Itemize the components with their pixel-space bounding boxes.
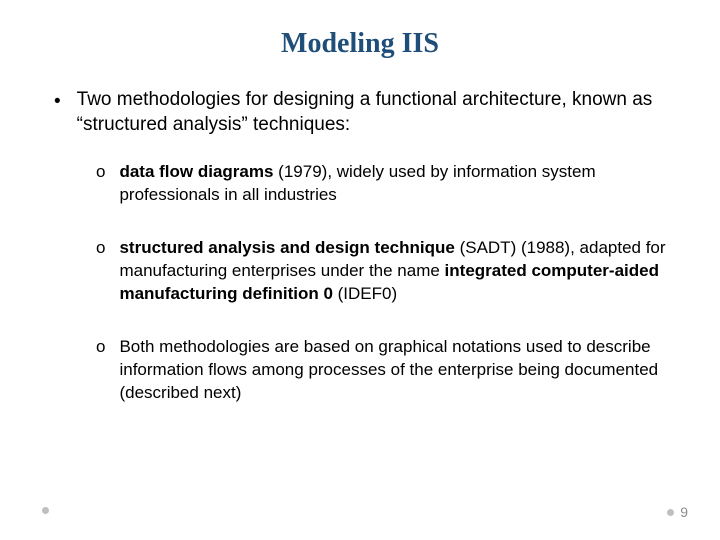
slide: Modeling IIS • Two methodologies for des… <box>0 0 720 540</box>
slide-title: Modeling IIS <box>40 28 680 60</box>
footer-dot-icon <box>42 507 49 514</box>
sub-bullet-list: o data flow diagrams (1979), widely used… <box>96 161 680 405</box>
sub-bullet-text: Both methodologies are based on graphica… <box>119 336 680 405</box>
page-number-area: 9 <box>667 504 688 520</box>
sub-bullet-text: structured analysis and design technique… <box>119 237 680 306</box>
main-bullet-text: Two methodologies for designing a functi… <box>77 88 680 137</box>
bold-term: data flow diagrams <box>119 162 273 181</box>
sub-bullet-text: data flow diagrams (1979), widely used b… <box>119 161 680 207</box>
bold-term: structured analysis and design technique <box>119 238 454 257</box>
sub-bullet-item: o structured analysis and design techniq… <box>96 237 680 306</box>
sub-bullet-item: o Both methodologies are based on graphi… <box>96 336 680 405</box>
circle-marker-icon: o <box>96 161 105 184</box>
sub-bullet-item: o data flow diagrams (1979), widely used… <box>96 161 680 207</box>
page-dot-icon <box>667 509 674 516</box>
circle-marker-icon: o <box>96 237 105 260</box>
bullet-dot-icon: • <box>54 90 61 115</box>
circle-marker-icon: o <box>96 336 105 359</box>
page-number: 9 <box>680 504 688 520</box>
text-run: (IDEF0) <box>333 284 397 303</box>
main-bullet: • Two methodologies for designing a func… <box>54 88 680 137</box>
